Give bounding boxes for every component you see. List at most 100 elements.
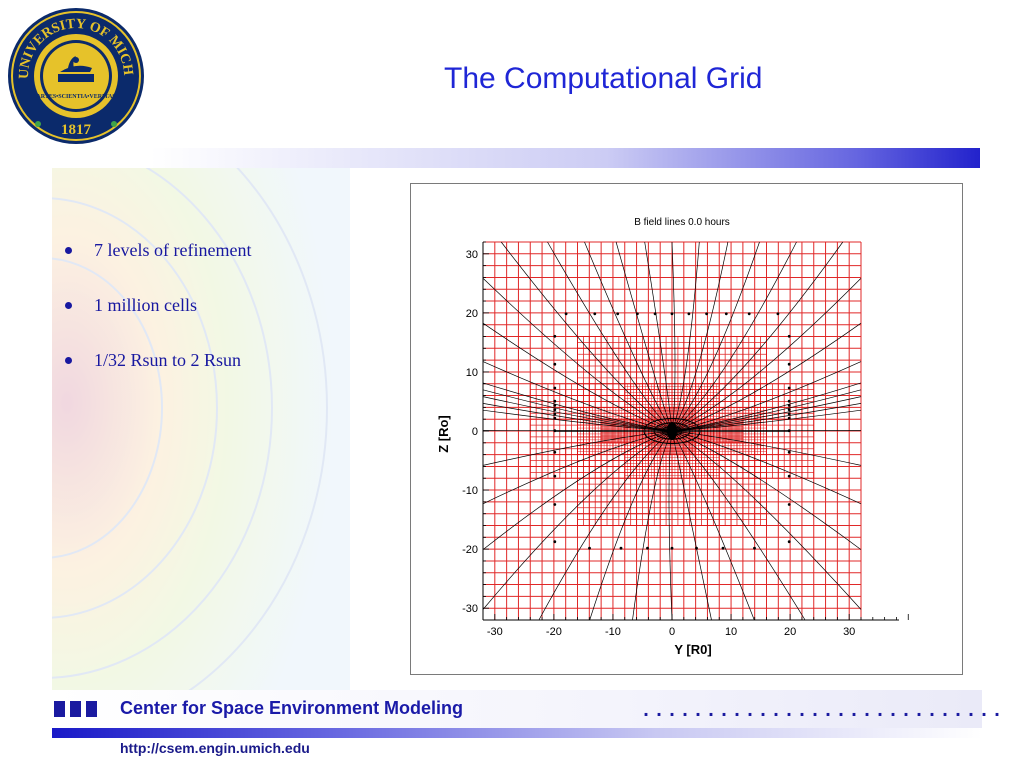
x-tick-label: -20	[546, 626, 562, 638]
field-line	[482, 430, 673, 505]
field-arrow-icon	[588, 546, 591, 550]
field-arrow-icon	[787, 404, 791, 407]
chart-title: B field lines 0.0 hours	[634, 217, 730, 228]
field-line	[671, 361, 862, 432]
field-arrow-icon	[787, 334, 791, 338]
field-line	[482, 409, 673, 432]
field-arrow-icon	[653, 312, 657, 316]
field-arrow-icon	[593, 312, 597, 316]
field-arrow-icon	[787, 416, 791, 420]
field-line	[671, 241, 700, 432]
field-line	[671, 403, 862, 432]
field-arrow-icon	[787, 503, 791, 506]
field-line	[671, 430, 755, 621]
y-tick-label: 0	[472, 426, 478, 438]
field-arrow-icon	[553, 386, 557, 390]
footer-accent-line	[52, 728, 982, 738]
field-arrow-icon	[553, 362, 557, 366]
y-tick-label: 10	[466, 367, 478, 379]
field-arrow-icon	[553, 450, 557, 454]
field-arrow-icon	[787, 362, 791, 366]
x-tick-label: -10	[605, 626, 621, 638]
field-line	[482, 278, 673, 432]
field-line	[632, 430, 673, 621]
bullet-text: 7 levels of refinement	[94, 240, 252, 260]
x-tick-label: 10	[725, 626, 737, 638]
field-arrow-icon	[553, 503, 557, 506]
field-line	[644, 241, 673, 432]
bullet-item: 1/32 Rsun to 2 Rsun	[62, 350, 251, 405]
y-tick-label: 30	[466, 249, 478, 261]
field-line	[482, 322, 673, 432]
field-line	[482, 430, 673, 610]
university-seal-logo: THE UNIVERSITY OF MICHIGAN ARTES•SCIENTI…	[1, 0, 146, 146]
bullet-list: 7 levels of refinement 1 million cells 1…	[62, 240, 251, 405]
footer-squares-icon	[54, 701, 102, 722]
grid-figure: B field lines 0.0 hours -30 -20 -10 0 10 20 30…	[410, 183, 963, 675]
field-arrow-icon	[553, 416, 557, 420]
field-line	[671, 430, 862, 505]
field-arrow-icon	[646, 546, 649, 550]
field-arrow-icon	[787, 450, 791, 454]
field-line	[589, 430, 673, 621]
footer-band	[52, 690, 982, 728]
field-arrow-icon	[787, 399, 791, 403]
field-arrow-icon	[553, 412, 557, 416]
field-line	[671, 409, 862, 432]
field-arrow-icon	[670, 546, 674, 550]
field-line	[671, 322, 862, 432]
bullet-text: 1 million cells	[94, 295, 197, 315]
footer-url-link[interactable]: http://csem.engin.umich.edu	[120, 740, 310, 756]
field-arrow-icon	[695, 546, 698, 550]
field-line	[671, 241, 676, 432]
lamp-icon	[58, 56, 94, 82]
x-axis-label: Y [R0]	[674, 642, 711, 657]
field-line	[671, 430, 862, 466]
field-arrow-icon	[724, 312, 728, 316]
field-line	[671, 241, 729, 432]
field-arrow-icon	[553, 474, 557, 478]
field-arrow-icon	[705, 312, 708, 316]
y-tick-label: -30	[462, 603, 478, 615]
bullet-dot-icon	[65, 357, 72, 364]
bullet-dot-icon	[65, 302, 72, 309]
bullet-dot-icon	[65, 247, 72, 254]
footer-dotted-rule: ............................	[640, 700, 1005, 723]
x-tick-label: 0	[669, 626, 675, 638]
field-arrow-icon	[553, 404, 557, 407]
field-line	[482, 403, 673, 432]
field-arrow-icon	[787, 540, 791, 544]
bullet-text: 1/32 Rsun to 2 Rsun	[94, 350, 242, 370]
field-arrow-icon	[616, 312, 620, 316]
field-line	[671, 241, 760, 432]
field-line	[500, 241, 673, 432]
field-arrow-icon	[787, 474, 791, 478]
field-arrow-icon	[553, 334, 557, 338]
field-line	[668, 430, 673, 621]
field-line	[671, 430, 712, 621]
field-line	[482, 361, 673, 432]
field-arrow-icon	[747, 312, 751, 316]
field-arrow-icon	[776, 312, 780, 316]
field-arrow-icon	[553, 408, 557, 412]
background-field-image	[52, 168, 350, 690]
field-arrow-icon	[721, 546, 725, 550]
field-arrow-icon	[619, 546, 623, 550]
field-line	[671, 430, 862, 610]
field-arrow-icon	[670, 312, 674, 316]
field-arrow-icon	[553, 399, 557, 403]
x-tick-label: 30	[843, 626, 855, 638]
bullet-item: 1 million cells	[62, 295, 251, 350]
x-tick-label: -30	[487, 626, 503, 638]
field-line	[482, 430, 673, 550]
x-tick-label: 20	[784, 626, 796, 638]
field-arrow-icon	[787, 408, 791, 412]
grid-plot-svg: B field lines 0.0 hours -30 -20 -10 0 10 20 30…	[436, 217, 909, 657]
field-arrow-icon	[564, 312, 568, 316]
field-line	[615, 241, 673, 432]
y-axis-label: Z [Ro]	[436, 415, 451, 453]
field-line	[584, 241, 673, 432]
field-arrow-icon	[687, 312, 691, 316]
slide-title: The Computational Grid	[444, 62, 763, 95]
title-accent-bar	[150, 148, 980, 168]
